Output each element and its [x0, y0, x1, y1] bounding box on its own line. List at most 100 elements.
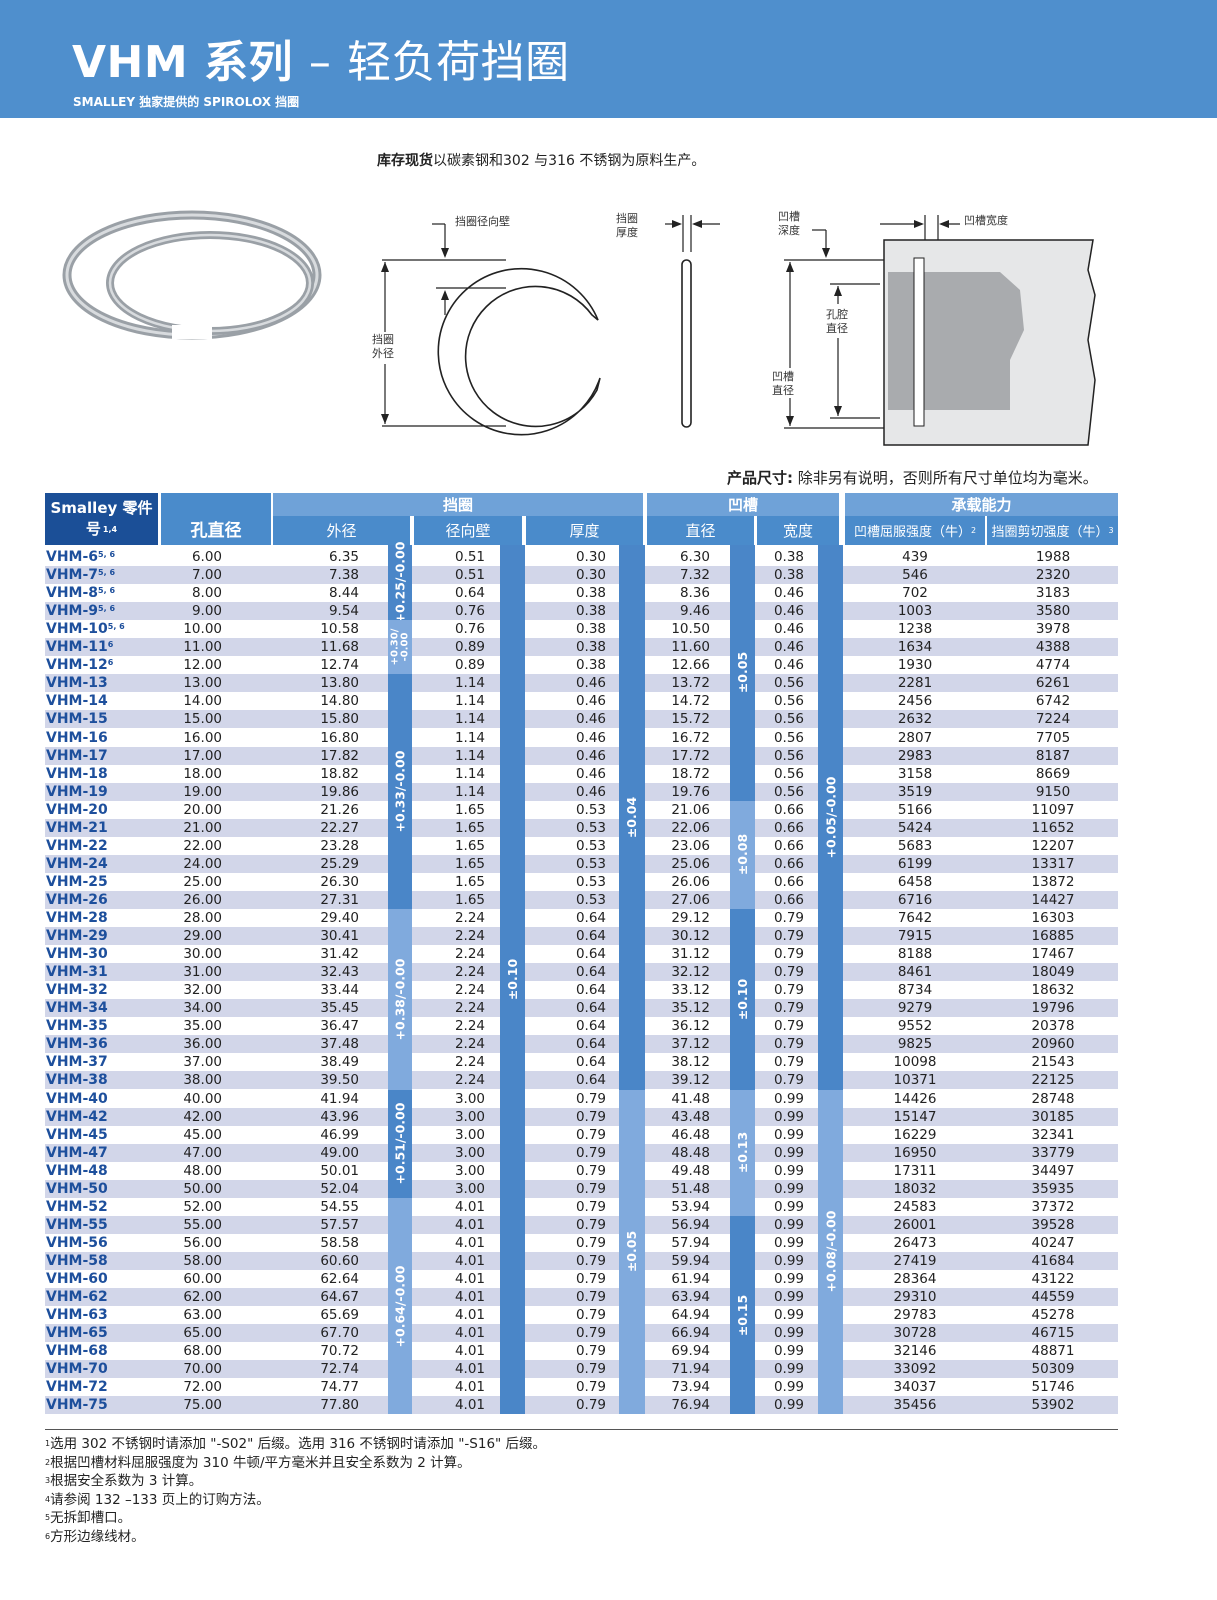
table-row-stripe	[45, 999, 1118, 1018]
cell-gwidth: 0.46	[773, 657, 804, 674]
label-groove-depth-1: 凹槽	[778, 210, 800, 223]
cell-gwidth: 0.66	[773, 873, 804, 890]
part-number: VHM-60	[46, 1270, 108, 1288]
cell-shear: 30185	[1031, 1108, 1075, 1125]
part-number: VHM-28	[46, 909, 108, 927]
cell-yield: 10098	[893, 1054, 937, 1071]
cell-bore: 34.00	[183, 1000, 222, 1017]
cell-gdia: 15.72	[671, 711, 710, 728]
cell-gwidth: 0.99	[773, 1252, 804, 1269]
table-row-stripe	[45, 818, 1118, 837]
cell-od: 7.38	[328, 567, 359, 584]
part-number-footnote: 6	[107, 658, 114, 668]
cell-bore: 47.00	[183, 1144, 222, 1161]
cell-gdia: 25.06	[671, 855, 710, 872]
label-thickness-2: 厚度	[616, 225, 638, 239]
cell-gwidth: 0.56	[773, 711, 804, 728]
cell-gwidth: 0.66	[773, 837, 804, 854]
cell-gwidth: 0.99	[773, 1108, 804, 1125]
ring-photo	[62, 210, 322, 340]
cell-wall: 2.24	[454, 1072, 485, 1089]
part-number: VHM-75, 6	[46, 566, 115, 584]
cell-yield: 3519	[897, 783, 933, 800]
intro-body: 以碳素钢和302 与316 不锈钢为原料生产。	[433, 153, 706, 169]
cell-wall: 4.01	[454, 1198, 485, 1215]
cell-bore: 32.00	[183, 982, 222, 999]
part-number-text: VHM-70	[46, 1361, 108, 1378]
cell-gwidth: 0.56	[773, 783, 804, 800]
cell-shear: 6742	[1035, 693, 1071, 710]
cell-thick: 0.46	[575, 693, 606, 710]
tolerance-bar-wall: ±0.10	[500, 545, 525, 1415]
cell-bore: 11.00	[183, 639, 222, 656]
cell-gdia: 69.94	[671, 1343, 710, 1360]
cell-shear: 43122	[1031, 1271, 1075, 1287]
part-number-text: VHM-35	[46, 1018, 108, 1035]
cell-od: 21.26	[320, 801, 359, 818]
cell-gwidth: 0.99	[773, 1379, 804, 1396]
cell-od: 54.55	[320, 1198, 359, 1215]
cell-shear: 39528	[1031, 1216, 1075, 1233]
label-bore-dia-2: 直径	[826, 321, 848, 335]
cell-gdia: 7.32	[679, 567, 710, 584]
header-bore: 孔直径	[161, 493, 271, 545]
cell-od: 26.30	[320, 873, 359, 890]
cell-gdia: 13.72	[671, 675, 710, 692]
cell-gwidth: 0.99	[773, 1307, 804, 1324]
part-number-text: VHM-55	[46, 1216, 108, 1233]
part-number-text: VHM-6	[46, 549, 99, 565]
intro-text: 库存现货以碳素钢和302 与316 不锈钢为原料生产。	[377, 150, 705, 170]
cell-od: 31.42	[320, 946, 359, 963]
cell-od: 36.47	[320, 1018, 359, 1035]
cell-wall: 4.01	[454, 1379, 485, 1396]
table-row-stripe	[45, 1288, 1118, 1307]
cell-od: 23.28	[320, 837, 359, 854]
part-number: VHM-52	[46, 1198, 108, 1216]
footnote: 2根据凹槽材料屈服强度为 310 牛顿/平方毫米并且安全系数为 2 计算。	[45, 1454, 471, 1472]
table-row-stripe	[45, 1360, 1118, 1379]
cell-gwidth: 0.79	[773, 928, 804, 945]
cell-gdia: 43.48	[671, 1108, 710, 1125]
cell-bore: 24.00	[183, 855, 222, 872]
cell-shear: 13872	[1031, 873, 1075, 890]
part-number-text: VHM-7	[46, 567, 99, 584]
cell-gdia: 49.48	[671, 1162, 710, 1179]
part-number: VHM-126	[46, 656, 113, 674]
cell-shear: 45278	[1031, 1307, 1075, 1324]
part-number-text: VHM-75	[46, 1397, 108, 1414]
cell-thick: 0.79	[575, 1271, 606, 1287]
cell-od: 32.43	[320, 964, 359, 981]
cell-od: 11.68	[320, 639, 359, 656]
header-ring: 挡圈	[273, 493, 643, 516]
cell-gdia: 36.12	[671, 1018, 710, 1035]
cell-gwidth: 0.99	[773, 1126, 804, 1143]
cell-shear: 3978	[1035, 621, 1071, 638]
cell-bore: 28.00	[183, 910, 222, 926]
tolerance-label: ±0.08	[735, 834, 751, 876]
cell-thick: 0.79	[575, 1325, 606, 1342]
table-row-stripe	[45, 1251, 1118, 1270]
cell-gdia: 73.94	[671, 1379, 710, 1396]
cell-gwidth: 0.79	[773, 1036, 804, 1053]
part-number-text: VHM-50	[46, 1180, 108, 1197]
part-number-text: VHM-52	[46, 1198, 108, 1215]
cell-od: 65.69	[320, 1307, 359, 1324]
cell-wall: 4.01	[454, 1361, 485, 1378]
cell-bore: 42.00	[183, 1108, 222, 1125]
part-number-text: VHM-60	[46, 1271, 108, 1287]
cell-bore: 52.00	[183, 1198, 222, 1215]
cell-bore: 21.00	[183, 819, 222, 836]
cell-od: 74.77	[320, 1379, 359, 1396]
cell-gwidth: 0.99	[773, 1397, 804, 1414]
table-row-stripe	[45, 1035, 1118, 1054]
part-number-text: VHM-17	[46, 747, 108, 764]
cell-yield: 10371	[893, 1072, 937, 1089]
cell-thick: 0.46	[575, 729, 606, 746]
cell-thick: 0.79	[575, 1234, 606, 1251]
tolerance-label-part: -0.00	[399, 632, 410, 662]
cell-yield: 439	[902, 549, 928, 565]
footnote-text: 根据安全系数为 3 计算。	[50, 1473, 203, 1489]
part-number-text: VHM-26	[46, 891, 108, 908]
cell-yield: 26473	[893, 1234, 937, 1251]
